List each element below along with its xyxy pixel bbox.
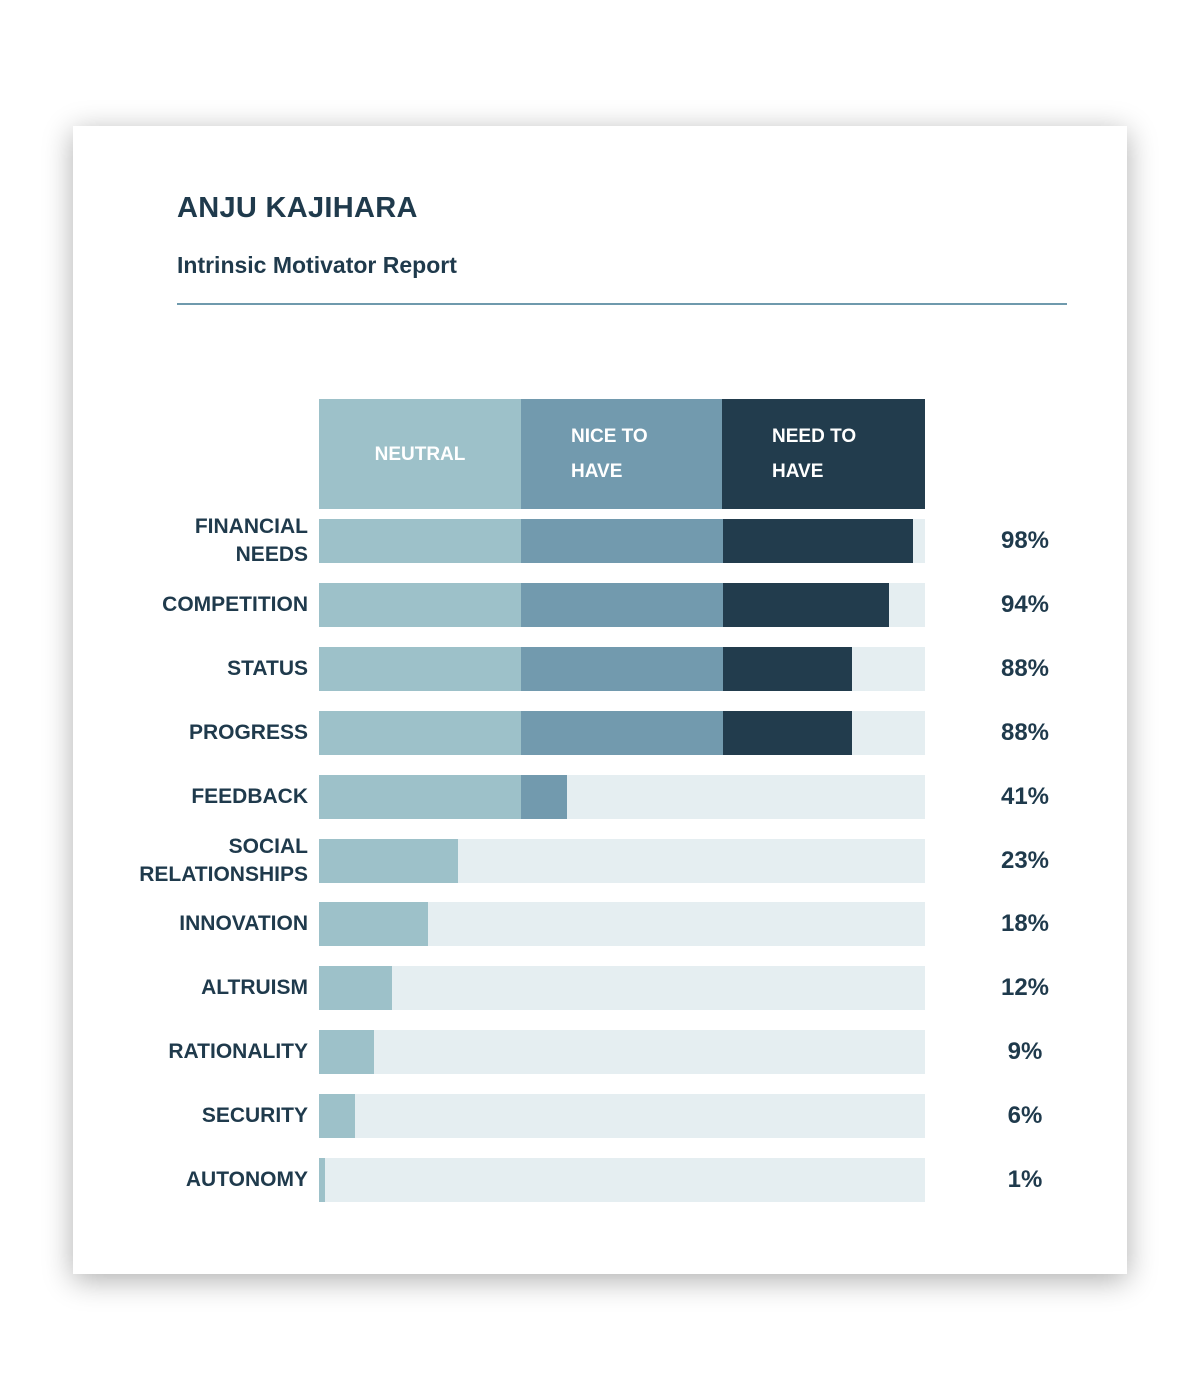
report-subtitle: Intrinsic Motivator Report (177, 252, 457, 278)
category-label-line: NEEDS (235, 543, 308, 566)
bar-segment-neutral (319, 1158, 326, 1202)
bar-segment-nice-to-have (520, 647, 723, 691)
bar-segment-need-to-have (722, 711, 853, 755)
category-label-innovation: INNOVATION (179, 902, 308, 946)
bar-track-security (319, 1094, 925, 1138)
category-label-line: FINANCIAL (194, 515, 308, 538)
category-label-security: SECURITY (202, 1094, 308, 1138)
bar-segment-neutral (319, 583, 521, 627)
category-label-line: STATUS (227, 657, 308, 680)
category-label-line: SECURITY (201, 1104, 308, 1127)
bar-segment-nice-to-have (520, 583, 723, 627)
bar-segment-need-to-have (722, 519, 913, 563)
bar-track-innovation (319, 902, 925, 946)
value-label-social-relationships: 23% (1000, 847, 1050, 874)
header-divider (177, 303, 1067, 305)
bar-track-feedback (319, 775, 925, 819)
category-label-line: INNOVATION (179, 912, 308, 935)
value-label-competition: 94% (1000, 591, 1050, 618)
bar-segment-need-to-have (722, 647, 853, 691)
value-label-progress: 88% (1000, 719, 1050, 746)
band-header-need-line-1: NEED TO (772, 426, 857, 447)
value-label-financial-needs: 98% (1000, 527, 1050, 554)
category-label-line: SOCIAL (228, 835, 308, 858)
bar-segment-neutral (319, 775, 521, 819)
band-header-nice-line-1: NICE TO (571, 426, 648, 447)
category-label-autonomy: AUTONOMY (186, 1158, 308, 1202)
category-label-line: COMPETITION (162, 593, 308, 616)
category-label-social-relationships: SOCIAL RELATIONSHIPS (139, 835, 308, 886)
value-label-security: 6% (1007, 1102, 1043, 1129)
bar-segment-neutral (319, 902, 429, 946)
bar-track-financial-needs (319, 519, 925, 563)
bar-track-autonomy (319, 1158, 925, 1202)
bar-track-status (319, 647, 925, 691)
category-label-line: RELATIONSHIPS (139, 863, 308, 886)
bar-segment-nice-to-have (520, 519, 723, 563)
value-label-rationality: 9% (1007, 1038, 1043, 1065)
category-label-progress: PROGRESS (189, 711, 308, 755)
bar-segment-neutral (319, 966, 392, 1010)
bar-segment-neutral (319, 647, 521, 691)
category-label-line: PROGRESS (188, 721, 308, 744)
report-card (73, 126, 1127, 1274)
band-header-need-line-2: HAVE (772, 461, 824, 482)
category-label-financial-needs: FINANCIAL NEEDS (195, 515, 308, 566)
bar-segment-neutral (319, 1030, 374, 1074)
category-label-status: STATUS (227, 647, 308, 691)
category-label-competition: COMPETITION (162, 583, 308, 627)
bar-segment-neutral (319, 711, 521, 755)
bar-segment-nice-to-have (520, 711, 723, 755)
bar-track-progress (319, 711, 925, 755)
category-label-line: AUTONOMY (185, 1168, 308, 1191)
band-header-nice-to-have: NICE TO HAVE (521, 399, 722, 509)
category-label-altruism: ALTRUISM (201, 966, 308, 1010)
value-label-altruism: 12% (1000, 974, 1050, 1001)
band-header-nice-line-2: HAVE (571, 461, 623, 482)
band-header-neutral: NEUTRAL (319, 399, 521, 509)
bar-track-altruism (319, 966, 925, 1010)
bar-segment-nice-to-have (520, 775, 568, 819)
bar-track-competition (319, 583, 925, 627)
band-header-neutral-line: NEUTRAL (374, 443, 466, 465)
category-label-feedback: FEEDBACK (191, 775, 308, 819)
bar-track-social-relationships (319, 839, 925, 883)
category-label-line: FEEDBACK (191, 785, 308, 808)
category-label-line: ALTRUISM (201, 976, 308, 999)
person-name: ANJU KAJIHARA (177, 192, 418, 224)
bar-segment-neutral (319, 839, 459, 883)
value-label-status: 88% (1000, 655, 1050, 682)
bar-track-rationality (319, 1030, 925, 1074)
value-label-innovation: 18% (1000, 910, 1050, 937)
bar-segment-neutral (319, 519, 521, 563)
bar-segment-neutral (319, 1094, 356, 1138)
value-label-feedback: 41% (1000, 783, 1050, 810)
category-label-rationality: RATIONALITY (168, 1030, 308, 1074)
bar-segment-need-to-have (722, 583, 889, 627)
category-label-line: RATIONALITY (168, 1040, 308, 1063)
value-label-autonomy: 1% (1007, 1166, 1043, 1193)
band-header-need-to-have: NEED TO HAVE (722, 399, 925, 509)
